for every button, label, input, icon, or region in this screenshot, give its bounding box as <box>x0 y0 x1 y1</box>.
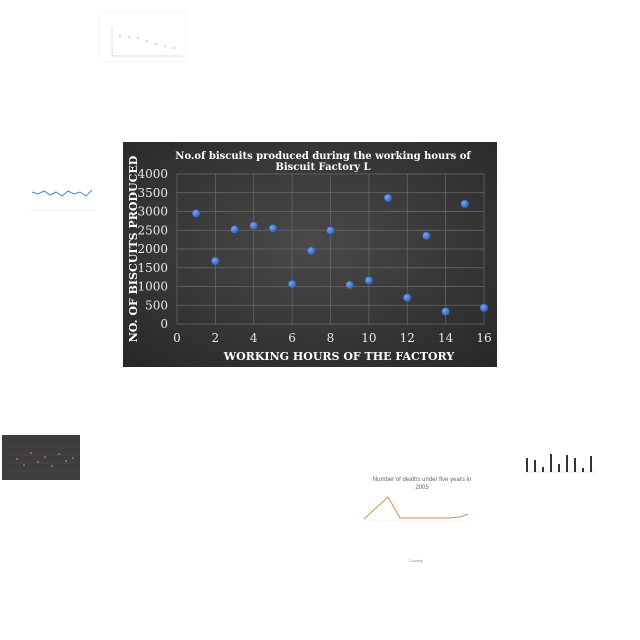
y-tick-label: 2500 <box>137 223 168 237</box>
data-point <box>191 209 201 218</box>
data-point <box>307 246 316 256</box>
data-point <box>326 226 335 235</box>
y-tick-label: 1000 <box>137 280 168 294</box>
data-points <box>191 193 489 316</box>
thumbnail-death-chart: Number of deaths under five years in 200… <box>344 472 474 567</box>
thumbnail-death-title-line2: 2005 <box>415 485 429 491</box>
data-point <box>211 256 220 266</box>
y-tick-label: 1500 <box>137 261 168 275</box>
x-tick-label: 16 <box>476 331 491 345</box>
data-point <box>441 307 450 316</box>
y-tick-label: 3000 <box>137 205 168 219</box>
data-point <box>403 293 412 302</box>
thumbnail-bar-chart <box>512 436 600 498</box>
y-tick-label: 2000 <box>137 242 168 256</box>
thumbnail-death-xlabel: Country <box>409 558 423 563</box>
data-point <box>345 280 354 290</box>
data-point <box>364 276 374 285</box>
main-scatter-chart: No.of biscuits produced during the worki… <box>123 142 497 367</box>
y-tick-label: 500 <box>145 298 168 312</box>
data-point <box>460 199 470 209</box>
data-point <box>287 280 297 289</box>
y-tick-labels: 0 500 1000 1500 2000 2500 3000 3500 4000 <box>137 167 168 331</box>
thumbnail-line-chart <box>20 182 98 226</box>
x-axis-title: WORKING HOURS OF THE FACTORY <box>223 350 455 363</box>
y-tick-label: 4000 <box>137 167 168 181</box>
y-axis-title: NO. OF BISCUITS PRODUCED <box>127 155 140 342</box>
thumbnail-bar-svg <box>524 454 596 473</box>
thumbnail-dark-svg <box>12 446 76 472</box>
y-tick-label: 3500 <box>137 186 168 200</box>
data-point <box>230 225 239 234</box>
data-point <box>249 221 258 230</box>
x-tick-label: 0 <box>173 331 181 345</box>
chart-title-line2: Biscuit Factory L <box>275 162 370 173</box>
chart-title-line1: No.of biscuits produced during the worki… <box>175 151 471 162</box>
x-tick-label: 8 <box>327 331 335 345</box>
x-tick-labels: 0 2 4 6 8 10 12 14 16 <box>173 331 491 345</box>
x-tick-label: 2 <box>212 331 220 345</box>
thumbnail-line-svg <box>30 189 94 211</box>
thumbnail-death-svg: Number of deaths under five years in 200… <box>363 477 471 563</box>
x-tick-label: 14 <box>438 331 454 345</box>
x-tick-label: 10 <box>361 331 376 345</box>
thumbnail-death-title-line1: Number of deaths under five years in <box>373 477 471 483</box>
x-tick-label: 12 <box>400 331 415 345</box>
x-tick-label: 4 <box>250 331 258 345</box>
data-point <box>422 231 431 241</box>
thumbnail-scatter-chart <box>97 11 187 63</box>
thumbnail-dark-chart <box>2 435 80 480</box>
x-tick-label: 6 <box>288 331 296 345</box>
y-tick-label: 0 <box>160 317 168 331</box>
data-point <box>383 193 393 203</box>
data-point <box>479 303 489 313</box>
data-point <box>268 224 278 233</box>
thumbnail-scatter-svg <box>97 11 187 63</box>
chart-svg: No.of biscuits produced during the worki… <box>123 142 497 367</box>
